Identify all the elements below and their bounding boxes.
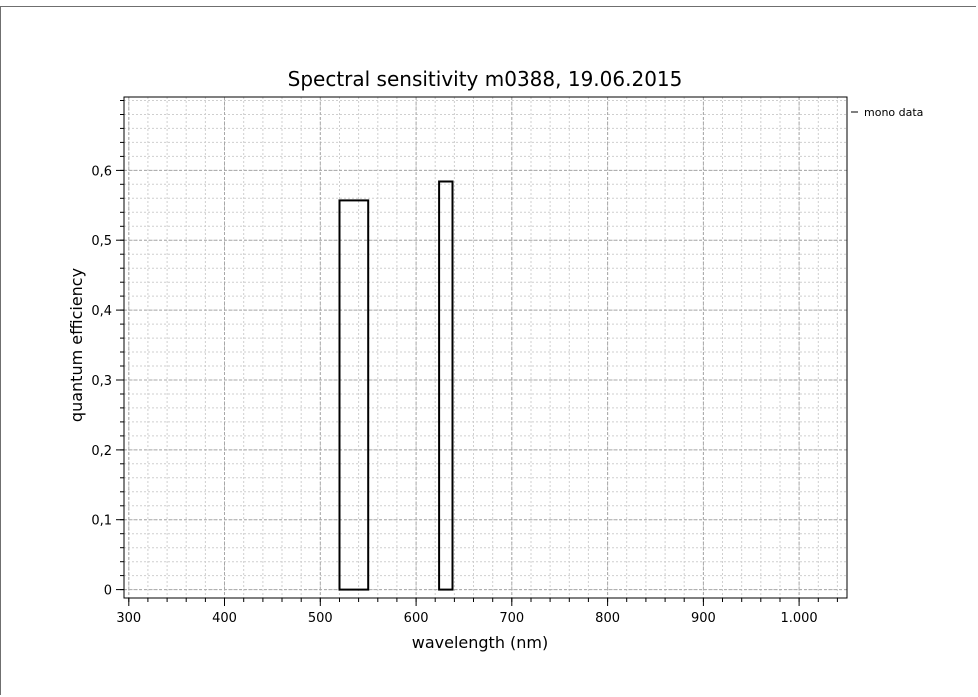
x-tick-label: 700 <box>499 611 524 626</box>
x-tick-label: 600 <box>404 611 429 626</box>
y-tick-label: 0,6 <box>91 164 112 179</box>
y-axis-label: quantum efficiency <box>67 268 86 422</box>
y-tick-label: 0,2 <box>91 444 112 459</box>
x-tick-label: 1.000 <box>780 611 817 626</box>
x-axis: 300 400 500 600 700 800 900 1.000 <box>116 598 838 626</box>
x-tick-label: 300 <box>116 611 141 626</box>
plot-area-border <box>123 96 848 599</box>
x-axis-label: wavelength (nm) <box>412 633 549 652</box>
y-tick-label: 0,5 <box>91 234 112 249</box>
y-tick-label: 0,1 <box>91 514 112 529</box>
y-tick-label: 0,4 <box>91 304 112 319</box>
legend: mono data <box>851 106 923 119</box>
minor-grid <box>124 97 847 598</box>
x-tick-label: 400 <box>212 611 237 626</box>
chart-title: Spectral sensitivity m0388, 19.06.2015 <box>288 67 683 91</box>
mono-data-series <box>338 180 454 591</box>
y-axis: 0 0,1 0,2 0,3 0,4 0,5 0,6 <box>91 100 124 599</box>
x-tick-label: 900 <box>691 611 716 626</box>
x-tick-label: 500 <box>308 611 333 626</box>
y-tick-label: 0 <box>104 584 112 599</box>
data-bar <box>438 180 454 591</box>
data-bar <box>338 199 370 591</box>
x-tick-label: 800 <box>595 611 620 626</box>
legend-label: mono data <box>864 106 923 119</box>
y-tick-label: 0,3 <box>91 374 112 389</box>
figure-frame <box>0 6 976 695</box>
major-grid <box>124 97 847 598</box>
